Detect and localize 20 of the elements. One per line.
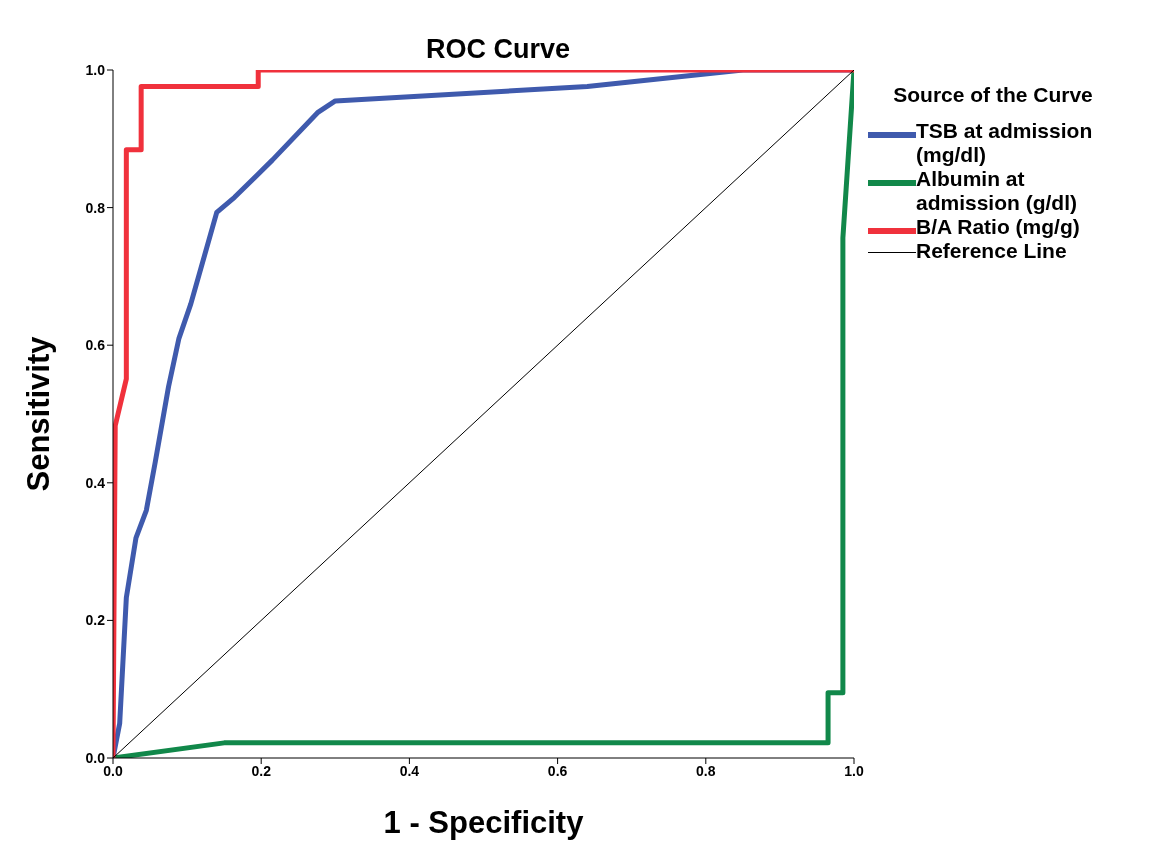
x-tick-label: 0.0: [103, 762, 123, 779]
y-tick-label: 0.0: [85, 749, 106, 766]
y-tick-label: 0.6: [85, 337, 106, 354]
y-axis-title: Sensitivity: [21, 335, 57, 492]
chart-title: ROC Curve: [425, 34, 571, 65]
x-tick-label: 0.6: [547, 762, 568, 779]
legend-label: B/A Ratio (mg/g): [916, 215, 1081, 239]
legend-label: Reference Line: [916, 239, 1068, 263]
legend-label: TSB at admission (mg/dl): [916, 119, 1094, 167]
y-tick-label: 0.4: [85, 474, 106, 491]
x-tick-label: 0.8: [696, 762, 716, 779]
x-tick-label: 0.4: [399, 762, 420, 779]
y-tick-label: 1.0: [85, 61, 106, 78]
x-axis-title: 1 - Specificity: [383, 805, 585, 840]
x-tick-label: 1.0: [844, 762, 864, 779]
y-tick-label: 0.2: [85, 612, 106, 629]
legend-label: Albumin at admission (g/dl): [916, 167, 1078, 215]
y-tick-label: 0.8: [85, 199, 106, 216]
legend-title: Source of the Curve: [893, 83, 1093, 107]
x-tick-label: 0.2: [251, 762, 272, 779]
